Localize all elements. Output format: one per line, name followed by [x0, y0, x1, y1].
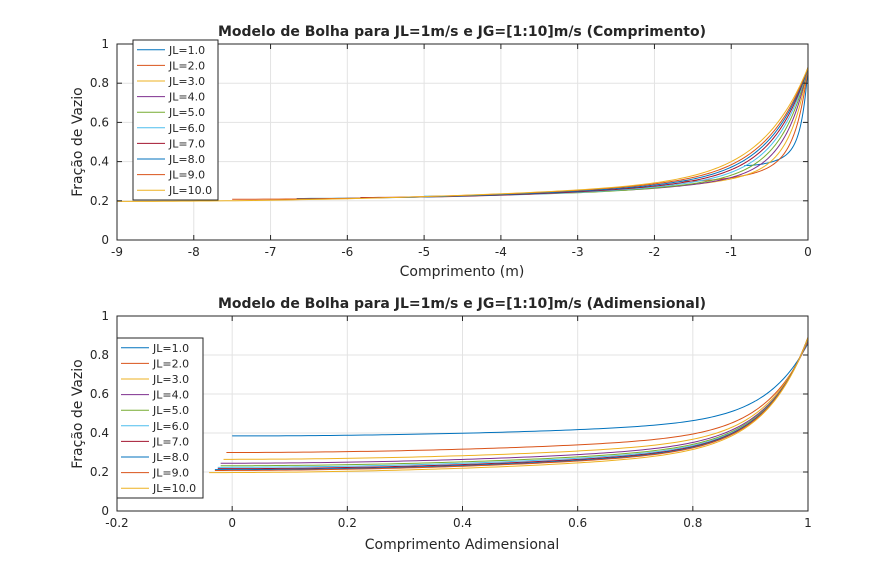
- plot-adimensional: -0.2 0 0.2 0.4 0.6 0.8 100.20.40.60.81 Modelo …: [70, 296, 812, 553]
- legend-label: JL=8.0: [168, 153, 205, 166]
- legend-label: JL=8.0: [152, 451, 189, 464]
- x-axis-label: Comprimento (m): [400, 264, 525, 280]
- legend-label: JL=7.0: [168, 137, 205, 150]
- y-tick-label: 0.8: [90, 76, 109, 90]
- x-tick-label: 1: [804, 516, 812, 530]
- x-tick-label: -4: [495, 245, 507, 259]
- x-tick-label: -1: [725, 245, 737, 259]
- legend-label: JL=5.0: [168, 106, 205, 119]
- series-line-10: [116, 67, 809, 202]
- grid: [117, 44, 808, 240]
- x-tick-label: -7: [265, 245, 277, 259]
- series-line-2: [680, 67, 809, 182]
- legend-label: JL=5.0: [152, 404, 189, 417]
- legend-label: JL=6.0: [168, 122, 205, 135]
- series-lines: [209, 337, 809, 474]
- y-tick-label: 0.2: [90, 194, 109, 208]
- chart-title: Modelo de Bolha para JL=1m/s e JG=[1:10]…: [218, 24, 706, 40]
- series-line-10: [209, 337, 809, 474]
- x-tick-label: -6: [341, 245, 353, 259]
- legend-label: JL=4.0: [152, 389, 189, 402]
- y-tick-label: 0: [101, 233, 109, 247]
- legend-label: JL=3.0: [152, 373, 189, 386]
- legend-label: JL=2.0: [168, 59, 205, 72]
- y-tick-label: 0.2: [90, 465, 109, 479]
- axes-box: [116, 43, 809, 241]
- legend-label: JL=9.0: [152, 467, 189, 480]
- x-tick-label: 0.8: [683, 516, 702, 530]
- legend-box: [132, 39, 219, 201]
- y-axis-label: Fração de Vazio: [70, 359, 86, 468]
- y-axis-label: Fração de Vazio: [70, 87, 86, 196]
- plot-area: [117, 44, 808, 240]
- series-line-8: [296, 67, 809, 199]
- x-tick-label: 0.4: [453, 516, 472, 530]
- legend-label: JL=4.0: [168, 91, 205, 104]
- ticks: -9 -8 -7 -6 -5 -4 -3 -2 -1 0 0 0.2 0.4 0.6 0.8 1: [90, 37, 812, 259]
- x-tick-label: -2: [648, 245, 660, 259]
- x-axis-label: Comprimento Adimensional: [365, 537, 559, 553]
- x-tick-label: -3: [572, 245, 584, 259]
- x-tick-label: 0: [228, 516, 236, 530]
- series-line-1: [744, 67, 809, 167]
- legend-label: JL=10.0: [152, 482, 196, 495]
- legend-label: JL=9.0: [168, 169, 205, 182]
- x-tick-label: -0.2: [105, 516, 128, 530]
- legend-label: JL=1.0: [168, 44, 205, 57]
- y-tick-label: 0.6: [90, 115, 109, 129]
- legend-label: JL=1.0: [152, 342, 189, 355]
- x-tick-label: -5: [418, 245, 430, 259]
- x-tick-label: -9: [111, 245, 123, 259]
- x-tick-label: 0: [804, 245, 812, 259]
- y-tick-label: 0.4: [90, 426, 109, 440]
- legend: JL=1.0 JL=2.0 JL=3.0 JL=4.0 JL=5.0 JL=6.0 JL=7…: [132, 39, 219, 201]
- plot-comprimento: -9 -8 -7 -6 -5 -4 -3 -2 -1 0 0 0.2 0.4 0.6 0.8 1 Modelo…: [70, 24, 812, 280]
- legend: JL=1.0 JL=2.0 JL=3.0 JL=4.0 JL=5.0 JL=6.0 JL=7…: [116, 337, 204, 499]
- series-line-1: [232, 343, 809, 437]
- ticks: -0.2 0 0.2 0.4 0.6 0.8 100.20.40.60.81: [90, 309, 812, 530]
- y-tick-label: 0.6: [90, 387, 109, 401]
- legend-label: JL=7.0: [152, 435, 189, 448]
- y-tick-label: 1: [101, 37, 109, 51]
- y-tick-label: 0.4: [90, 155, 109, 169]
- legend-label: JL=6.0: [152, 420, 189, 433]
- legend-box: [116, 337, 204, 499]
- legend-label: JL=3.0: [168, 75, 205, 88]
- x-tick-label: 0.6: [568, 516, 587, 530]
- series-line-7: [360, 67, 809, 198]
- series-lines: [116, 67, 809, 202]
- chart-title: Modelo de Bolha para JL=1m/s e JG=[1:10]…: [218, 296, 706, 312]
- x-tick-label: 0.2: [338, 516, 357, 530]
- y-tick-label: 0: [101, 504, 109, 518]
- y-tick-label: 1: [101, 309, 109, 323]
- x-tick-label: -8: [188, 245, 200, 259]
- series-line-5: [488, 67, 809, 196]
- y-tick-label: 0.8: [90, 348, 109, 362]
- legend-label: JL=2.0: [152, 357, 189, 370]
- legend-label: JL=10.0: [168, 184, 212, 197]
